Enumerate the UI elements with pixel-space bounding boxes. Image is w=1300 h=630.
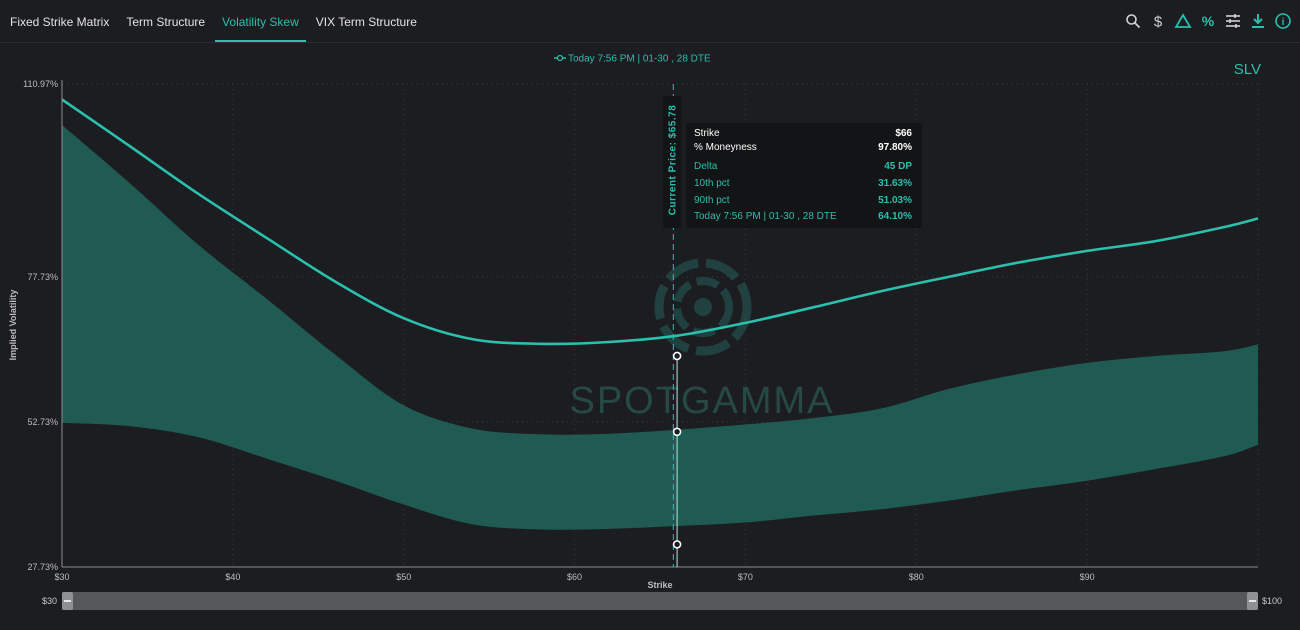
search-icon[interactable] <box>1124 12 1142 30</box>
dollar-icon[interactable]: $ <box>1149 12 1167 31</box>
range-handle-left[interactable] <box>62 592 73 610</box>
x-tick-label: $40 <box>225 572 240 582</box>
top-bar: Fixed Strike Matrix Term Structure Volat… <box>0 0 1300 43</box>
tooltip-strike-value: $66 <box>895 128 912 139</box>
tooltip-moneyness-value: 97.80% <box>878 142 912 153</box>
tooltip-p10-value: 31.63% <box>878 178 912 189</box>
x-tick-label: $30 <box>54 572 69 582</box>
range-min-label: $30 <box>42 596 58 606</box>
tooltip-p90-value: 51.03% <box>878 195 912 206</box>
tooltip-series-label: Today 7:56 PM | 01-30 , 28 DTE <box>694 211 837 222</box>
highlight-point <box>672 427 682 437</box>
x-axis-label: Strike <box>647 580 672 590</box>
percentile-band <box>62 125 1258 530</box>
y-tick-label: 27.73% <box>27 562 58 572</box>
sliders-icon[interactable] <box>1224 12 1242 30</box>
x-tick-labels: $30 $40 $50 $60 $70 $80 $90 <box>54 572 1094 582</box>
symbol-label: SLV <box>1234 61 1261 78</box>
range-max-label: $100 <box>1262 596 1283 606</box>
svg-text:i: i <box>1282 17 1285 28</box>
tooltip-strike-label: Strike <box>694 128 720 139</box>
highlight-points <box>672 351 682 549</box>
tooltip-row-delta: Delta 45 DP <box>694 161 912 175</box>
axes <box>61 80 1258 568</box>
highlight-point <box>672 351 682 361</box>
svg-text:$: $ <box>1154 14 1163 31</box>
tooltip-p90-label: 90th pct <box>694 195 730 206</box>
legend-label: Today 7:56 PM | 01-30 , 28 DTE <box>568 54 711 65</box>
percent-icon[interactable]: % <box>1199 12 1217 30</box>
tooltip-moneyness-label: % Moneyness <box>694 142 757 153</box>
watermark-text: SPOTGAMMA <box>569 380 834 422</box>
tab-term-structure[interactable]: Term Structure <box>126 15 206 29</box>
y-tick-label: 77.73% <box>27 272 58 282</box>
download-icon[interactable] <box>1249 12 1267 30</box>
tooltip-row-p10: 10th pct 31.63% <box>694 178 912 192</box>
hover-tooltip: Strike $66 % Moneyness 97.80% Delta 45 DP 1… <box>686 123 922 228</box>
tooltip-delta-value: 45 DP <box>884 161 912 172</box>
triangle-icon[interactable] <box>1174 12 1192 30</box>
x-tick-label: $90 <box>1080 572 1095 582</box>
volatility-skew-chart: Today 7:56 PM | 01-30 , 28 DTE SLV SPOTG… <box>8 54 1261 591</box>
current-price-marker: Current Price: $65.78 <box>663 84 682 567</box>
y-axis-label: Implied Volatility <box>8 290 18 361</box>
current-price-label: Current Price: $65.78 <box>667 105 678 216</box>
tooltip-row-series: Today 7:56 PM | 01-30 , 28 DTE 64.10% <box>694 211 912 225</box>
x-tick-label: $50 <box>396 572 411 582</box>
y-tick-label: 110.97% <box>23 79 58 89</box>
tooltip-row-p90: 90th pct 51.03% <box>694 195 912 209</box>
svg-text:%: % <box>1202 13 1215 29</box>
x-tick-label: $70 <box>738 572 753 582</box>
watermark: SPOTGAMMA <box>569 380 834 422</box>
y-tick-label: 52.73% <box>27 417 58 427</box>
tooltip-row-moneyness: % Moneyness 97.80% <box>694 142 912 156</box>
y-tick-labels: 110.97% 77.73% 52.73% 27.73% <box>23 79 58 572</box>
tab-fixed-strike-matrix[interactable]: Fixed Strike Matrix <box>10 15 110 29</box>
series-line-today <box>61 98 1259 346</box>
tooltip-series-value: 64.10% <box>878 211 912 222</box>
highlight-point <box>672 540 682 549</box>
tooltip-p10-label: 10th pct <box>694 178 730 189</box>
range-slider-track[interactable] <box>62 592 1258 610</box>
tooltip-delta-label: Delta <box>694 161 718 172</box>
watermark-logo <box>654 258 752 356</box>
range-slider: $30 $100 <box>0 590 1300 612</box>
legend[interactable]: Today 7:56 PM | 01-30 , 28 DTE <box>554 54 711 65</box>
tab-volatility-skew[interactable]: Volatility Skew <box>215 0 306 42</box>
x-tick-label: $60 <box>567 572 582 582</box>
current-price-label-bg <box>663 96 682 228</box>
info-icon[interactable]: i <box>1274 12 1292 30</box>
range-handle-right[interactable] <box>1247 592 1258 610</box>
tab-bar: Fixed Strike Matrix Term Structure Volat… <box>0 0 424 42</box>
toolbar-icons: $ % i <box>1117 12 1292 30</box>
tab-vix-term-structure[interactable]: VIX Term Structure <box>315 15 417 29</box>
x-tick-label: $80 <box>909 572 924 582</box>
tooltip-row-strike: Strike $66 <box>694 128 912 142</box>
